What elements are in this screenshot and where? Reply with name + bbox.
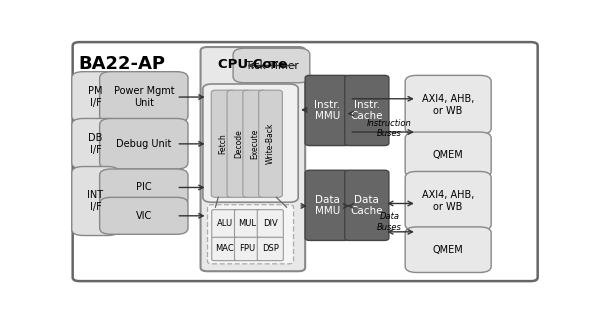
FancyBboxPatch shape [405,132,491,178]
FancyBboxPatch shape [235,237,260,261]
Text: Data
MMU: Data MMU [314,195,340,216]
FancyBboxPatch shape [100,197,188,234]
Text: AXI4, AHB,
or WB: AXI4, AHB, or WB [422,94,475,116]
Text: DIV: DIV [263,219,278,228]
Text: Decode: Decode [235,129,244,158]
FancyBboxPatch shape [257,237,283,261]
FancyBboxPatch shape [405,75,491,134]
FancyBboxPatch shape [100,169,188,206]
FancyBboxPatch shape [72,72,119,122]
Text: DB
I/F: DB I/F [88,133,103,155]
Text: MUL: MUL [239,219,257,228]
Text: BA22-AP: BA22-AP [78,55,165,73]
Text: PM
I/F: PM I/F [88,86,103,108]
Text: AXI4, AHB,
or WB: AXI4, AHB, or WB [422,190,475,212]
FancyBboxPatch shape [212,237,238,261]
Text: Data
Buses: Data Buses [377,212,402,232]
FancyBboxPatch shape [344,75,389,146]
FancyBboxPatch shape [227,90,251,197]
FancyBboxPatch shape [344,170,389,240]
Text: Execute: Execute [250,129,259,159]
Text: CPU Core: CPU Core [218,58,287,71]
Text: ALU: ALU [217,219,233,228]
FancyBboxPatch shape [305,170,349,240]
Text: Instr.
MMU: Instr. MMU [314,100,340,121]
FancyBboxPatch shape [233,48,310,83]
Text: DSP: DSP [262,244,279,253]
FancyBboxPatch shape [405,227,491,273]
Text: MAC: MAC [215,244,234,253]
FancyBboxPatch shape [259,90,283,197]
Text: QMEM: QMEM [433,150,464,160]
FancyBboxPatch shape [208,205,293,264]
FancyBboxPatch shape [100,118,188,169]
Text: FPU: FPU [239,244,256,253]
FancyBboxPatch shape [235,210,260,238]
FancyBboxPatch shape [405,172,491,231]
FancyBboxPatch shape [203,84,298,202]
Text: QMEM: QMEM [433,245,464,255]
Text: Data
Cache: Data Cache [350,195,383,216]
Text: Write-Back: Write-Back [266,123,275,164]
FancyBboxPatch shape [257,210,283,238]
Text: Power Mgmt
Unit: Power Mgmt Unit [113,86,174,108]
FancyBboxPatch shape [100,72,188,122]
Text: Tick Timer: Tick Timer [245,60,298,70]
Text: Debug Unit: Debug Unit [116,139,172,149]
FancyBboxPatch shape [211,90,235,197]
Text: INT
I/F: INT I/F [88,190,104,212]
Text: VIC: VIC [136,211,152,221]
FancyBboxPatch shape [212,210,238,238]
FancyBboxPatch shape [243,90,266,197]
FancyBboxPatch shape [200,47,305,271]
Text: Fetch: Fetch [218,133,227,154]
Text: Instruction
Buses: Instruction Buses [367,119,412,138]
FancyBboxPatch shape [73,42,538,281]
FancyBboxPatch shape [305,75,349,146]
FancyBboxPatch shape [72,166,119,236]
FancyBboxPatch shape [72,118,119,169]
Text: Instr.
Cache: Instr. Cache [350,100,383,121]
Text: PIC: PIC [136,182,152,192]
